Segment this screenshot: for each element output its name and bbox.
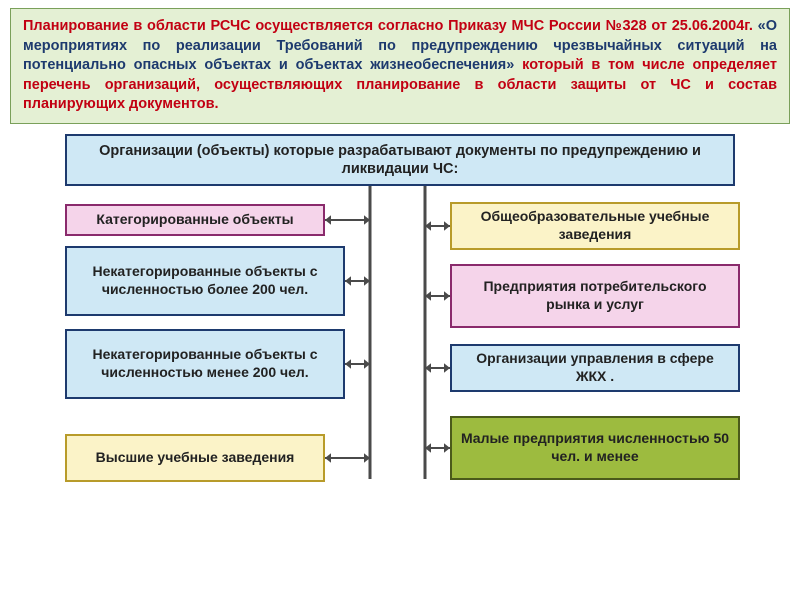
right-node-0: Общеобразовательные учебные заведения bbox=[450, 202, 740, 250]
left-node-2: Некатегорированные объекты с численность… bbox=[65, 329, 345, 399]
right-node-2: Организации управления в сфере ЖКХ . bbox=[450, 344, 740, 392]
left-node-3: Высшие учебные заведения bbox=[65, 434, 325, 482]
header-panel: Планирование в области РСЧС осуществляет… bbox=[10, 8, 790, 124]
diagram: Организации (объекты) которые разрабатыв… bbox=[10, 134, 790, 534]
right-node-3: Малые предприятия численностью 50 чел. и… bbox=[450, 416, 740, 480]
left-node-0: Категорированные объекты bbox=[65, 204, 325, 236]
right-node-1: Предприятия потребительского рынка и усл… bbox=[450, 264, 740, 328]
header-part1: Планирование в области РСЧС осуществляет… bbox=[23, 18, 753, 34]
org-title-box: Организации (объекты) которые разрабатыв… bbox=[65, 134, 735, 186]
left-node-1: Некатегорированные объекты с численность… bbox=[65, 246, 345, 316]
